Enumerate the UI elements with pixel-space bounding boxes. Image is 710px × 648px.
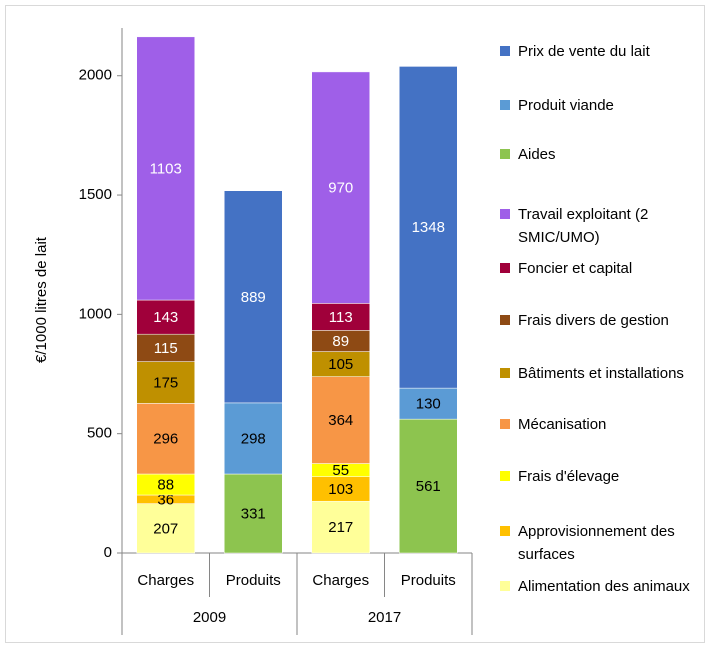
bar-segment [311, 351, 370, 377]
legend-label: Produit viande [518, 97, 614, 114]
group-label: 2017 [368, 609, 401, 626]
bar-segment [224, 190, 283, 404]
legend-item: Alimentation des animaux [500, 575, 700, 598]
y-tick-label: 1000 [79, 305, 112, 322]
legend-item: Travail exploitant (2 SMIC/UMO) [500, 203, 700, 249]
x-tick-label: Produits [401, 572, 456, 589]
bar-segment [136, 299, 195, 335]
legend-swatch [500, 263, 510, 273]
legend-label: Frais divers de gestion [518, 312, 669, 329]
data-label: 1103 [150, 160, 182, 177]
bar-segment [399, 387, 458, 420]
bar-segment [399, 66, 458, 389]
data-label: 364 [328, 412, 353, 429]
x-tick-label: Produits [226, 572, 281, 589]
data-label: 103 [328, 481, 353, 498]
legend-swatch [500, 209, 510, 219]
legend-swatch [500, 368, 510, 378]
legend-item: Aides [500, 143, 700, 166]
bar-segment [311, 71, 370, 304]
legend-swatch [500, 581, 510, 591]
x-tick-label: Charges [137, 572, 194, 589]
bar-segment [311, 500, 370, 554]
data-label: 143 [153, 309, 178, 326]
legend-swatch [500, 100, 510, 110]
data-label: 113 [329, 309, 353, 326]
bar-segment [311, 376, 370, 464]
legend-label: Prix de vente du lait [518, 43, 650, 60]
data-label: 55 [332, 462, 349, 479]
legend-swatch [500, 315, 510, 325]
legend-swatch [500, 526, 510, 536]
legend-label: Approvisionnement des surfaces [518, 523, 675, 563]
legend-label: Foncier et capital [518, 260, 633, 277]
bar-segment [311, 303, 370, 331]
data-label: 296 [153, 431, 178, 448]
bar-segment [136, 36, 195, 301]
bar-segment [136, 403, 195, 475]
data-label: 889 [241, 289, 266, 306]
data-label: 970 [328, 180, 353, 197]
bar-segment [136, 333, 195, 362]
data-label: 561 [416, 478, 441, 495]
chart-border [5, 5, 705, 643]
legend-swatch [500, 471, 510, 481]
bar-segment [224, 473, 283, 554]
legend-label: Mécanisation [518, 416, 607, 433]
legend-item: Approvisionnement des surfaces [500, 520, 700, 566]
data-label: 298 [241, 430, 266, 447]
legend-label: Aides [518, 146, 556, 163]
legend-item: Mécanisation [500, 413, 700, 436]
legend-item: Frais divers de gestion [500, 309, 700, 332]
x-tick-label: Charges [312, 572, 369, 589]
legend-swatch [500, 419, 510, 429]
data-label: 36 [157, 491, 174, 508]
data-label: 217 [328, 519, 353, 536]
legend-label: Travail exploitant (2 SMIC/UMO) [518, 206, 649, 246]
data-label: 115 [154, 340, 178, 357]
legend-item: Prix de vente du lait [500, 40, 700, 63]
data-label: 105 [328, 356, 353, 373]
legend-item: Foncier et capital [500, 257, 700, 280]
legend-item: Frais d'élevage [500, 465, 700, 488]
bar-segment [399, 418, 458, 554]
legend-swatch [500, 46, 510, 56]
legend-item: Bâtiments et installations [500, 362, 700, 385]
data-label: 175 [153, 374, 178, 391]
legend-label: Alimentation des animaux [518, 578, 690, 595]
bar-segment [224, 402, 283, 475]
y-tick-label: 2000 [79, 67, 112, 84]
data-label: 1348 [412, 219, 445, 236]
data-label: 130 [416, 396, 441, 413]
legend-label: Bâtiments et installations [518, 365, 684, 382]
y-tick-label: 0 [104, 544, 112, 561]
y-tick-label: 1500 [79, 186, 112, 203]
data-label: 207 [153, 520, 178, 537]
data-label: 331 [241, 505, 266, 522]
y-axis-label: €/1000 litres de lait [33, 236, 50, 363]
legend-swatch [500, 149, 510, 159]
data-label: 89 [332, 333, 349, 350]
data-label: 88 [157, 476, 174, 493]
legend-label: Frais d'élevage [518, 468, 620, 485]
bar-segment [136, 361, 195, 404]
y-tick-label: 500 [87, 425, 112, 442]
group-label: 2009 [193, 609, 226, 626]
legend-item: Produit viande [500, 94, 700, 117]
bar-segment [311, 476, 370, 502]
bar-segment [136, 503, 195, 554]
